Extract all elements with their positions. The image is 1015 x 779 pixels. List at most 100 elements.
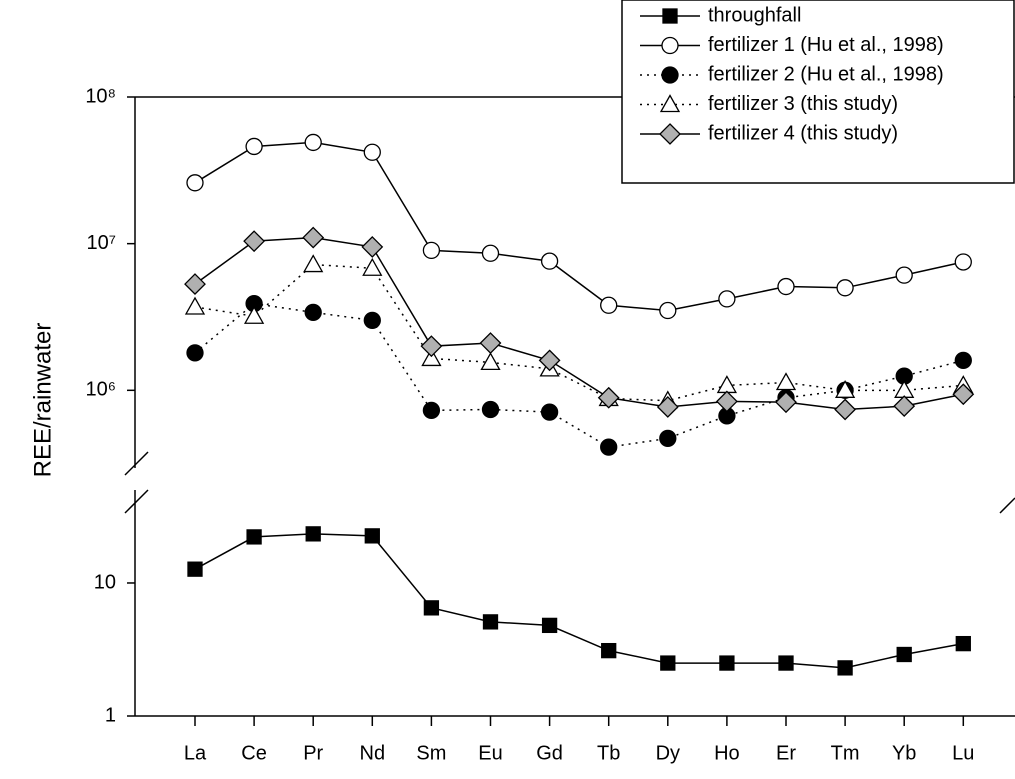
marker <box>540 252 559 270</box>
marker <box>954 253 972 271</box>
marker <box>481 244 500 262</box>
marker <box>775 391 797 414</box>
x-tick-label: Er <box>776 742 796 764</box>
series-line <box>194 302 964 448</box>
marker <box>778 655 794 671</box>
marker <box>895 266 913 284</box>
marker <box>597 386 620 409</box>
x-tick-label: Eu <box>478 742 502 764</box>
y-tick-label: 10⁶ <box>86 379 116 401</box>
marker <box>659 94 681 113</box>
marker <box>422 241 441 260</box>
x-tick-label: Gd <box>536 742 563 764</box>
marker <box>363 311 381 329</box>
marker <box>661 66 679 84</box>
x-tick-label: La <box>184 742 207 764</box>
x-tick-label: Nd <box>360 742 386 764</box>
marker <box>186 344 204 362</box>
legend-label: throughfall <box>708 4 801 26</box>
legend: throughfall fertilizer 1 (Hu et al., 1998… <box>621 0 1015 184</box>
marker <box>894 379 915 398</box>
marker <box>659 123 681 145</box>
marker <box>304 133 322 152</box>
marker <box>420 335 443 358</box>
marker <box>184 273 206 296</box>
marker <box>186 174 204 192</box>
plot-area <box>184 133 975 676</box>
marker <box>955 635 971 652</box>
series-line <box>194 141 964 312</box>
axis-break <box>124 489 149 514</box>
marker <box>775 372 797 391</box>
marker <box>305 526 321 542</box>
marker <box>662 8 678 24</box>
marker <box>245 137 263 156</box>
marker <box>243 230 266 253</box>
x-tick-label: Dy <box>656 742 680 764</box>
marker <box>246 529 262 545</box>
marker <box>361 236 384 258</box>
marker <box>482 614 499 630</box>
legend-label: fertilizer 3 (this study) <box>708 93 898 115</box>
marker <box>480 352 501 371</box>
marker <box>423 600 440 616</box>
y-tick-label: 1 <box>105 704 116 726</box>
marker <box>659 301 677 320</box>
marker <box>187 561 203 577</box>
marker <box>834 379 856 398</box>
x-tick-label: Ce <box>241 742 267 764</box>
marker <box>538 349 561 372</box>
axis-break <box>124 451 149 476</box>
legend-label: fertilizer 1 (Hu et al., 1998) <box>708 34 944 56</box>
y-axis-label: REE/rainwater <box>29 323 56 478</box>
marker <box>837 660 853 676</box>
marker <box>184 296 206 315</box>
legend-label: fertilizer 2 (Hu et al., 1998) <box>708 63 944 85</box>
marker <box>777 277 795 296</box>
marker <box>541 617 558 634</box>
x-tick-label: Yb <box>892 742 916 764</box>
marker <box>540 403 559 421</box>
x-tick-label: Pr <box>303 742 323 764</box>
marker <box>952 383 975 406</box>
axis-break <box>999 497 1015 514</box>
marker <box>896 646 912 663</box>
marker <box>479 332 502 354</box>
y-tick-label: 10⁷ <box>87 232 116 254</box>
x-tick-label: Tm <box>831 742 860 764</box>
marker <box>364 528 380 544</box>
series-line <box>194 533 964 669</box>
marker <box>715 390 738 413</box>
marker <box>421 348 442 367</box>
marker <box>661 36 679 55</box>
series-line <box>194 236 964 411</box>
marker <box>834 398 857 421</box>
axes-frame <box>124 96 1015 717</box>
marker <box>600 296 618 314</box>
x-tick-label: Lu <box>952 742 974 764</box>
marker <box>362 257 383 276</box>
series-line <box>194 263 964 402</box>
marker <box>243 305 265 324</box>
marker <box>600 438 618 456</box>
marker <box>656 396 679 418</box>
marker <box>481 400 500 419</box>
marker <box>954 351 972 370</box>
x-tick-label: Sm <box>416 742 446 764</box>
legend-box <box>621 0 1015 184</box>
marker <box>660 655 676 671</box>
y-tick-label: 10 <box>94 571 116 593</box>
marker <box>422 401 441 420</box>
marker <box>718 290 736 308</box>
marker <box>893 395 916 418</box>
y-tick-label: 10⁸ <box>85 85 116 107</box>
marker <box>601 642 617 659</box>
marker <box>363 143 381 161</box>
marker <box>302 226 325 249</box>
marker <box>304 303 322 322</box>
marker <box>719 655 735 671</box>
x-tick-label: Ho <box>714 742 740 764</box>
marker <box>659 429 677 448</box>
legend-label: fertilizer 4 (this study) <box>708 122 898 144</box>
